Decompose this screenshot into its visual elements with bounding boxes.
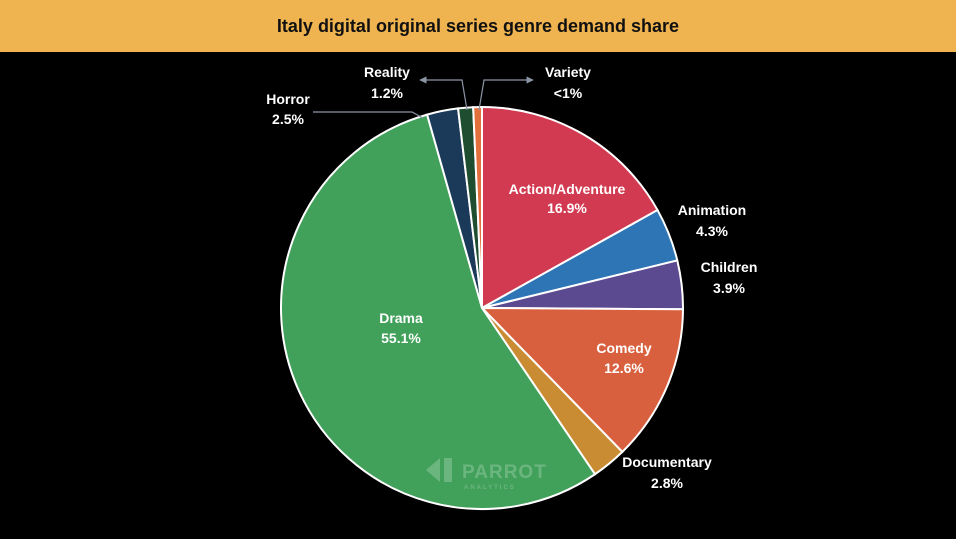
watermark: PARROT ANALYTICS [426, 458, 547, 491]
slice-labels: Action/Adventure 16.9% Animation 4.3% Childr… [266, 64, 757, 491]
pie-slices [279, 105, 685, 510]
slice-label-variety: Variety [545, 64, 591, 80]
watermark-sub: ANALYTICS [464, 485, 516, 491]
slice-value-documentary: 2.8% [651, 475, 683, 491]
slice-label-reality: Reality [364, 64, 410, 80]
title-bar: Italy digital original series genre dema… [0, 0, 956, 52]
slice-label-comedy: Comedy [596, 340, 651, 356]
pie-slice-action-adventure [481, 105, 659, 310]
slice-value-drama: 55.1% [381, 330, 421, 346]
parrot-logo-icon [426, 458, 452, 482]
slice-value-children: 3.9% [713, 280, 745, 296]
slice-label-documentary: Documentary [622, 454, 712, 470]
pie-slice-drama [279, 113, 597, 510]
slice-value-action-adventure: 16.9% [547, 200, 587, 216]
slice-value-reality: 1.2% [371, 85, 403, 101]
slice-label-children: Children [701, 259, 758, 275]
slice-label-drama: Drama [379, 310, 423, 326]
slice-label-action-adventure: Action/Adventure [509, 181, 626, 197]
pie-slice-variety [472, 105, 483, 309]
slice-value-horror: 2.5% [272, 111, 304, 127]
leader-line-horror [313, 111, 424, 119]
leader-line-variety [478, 76, 534, 111]
leader-lines [313, 76, 534, 119]
chart-title: Italy digital original series genre dema… [276, 15, 680, 36]
slice-label-horror: Horror [266, 91, 310, 107]
leader-line-reality [419, 76, 468, 111]
watermark-brand: PARROT [462, 462, 547, 483]
slice-label-animation: Animation [678, 202, 746, 218]
pie-slice-comedy [479, 306, 685, 454]
slice-value-comedy: 12.6% [604, 360, 644, 376]
slice-value-variety: <1% [554, 85, 583, 101]
slice-value-animation: 4.3% [696, 223, 728, 239]
